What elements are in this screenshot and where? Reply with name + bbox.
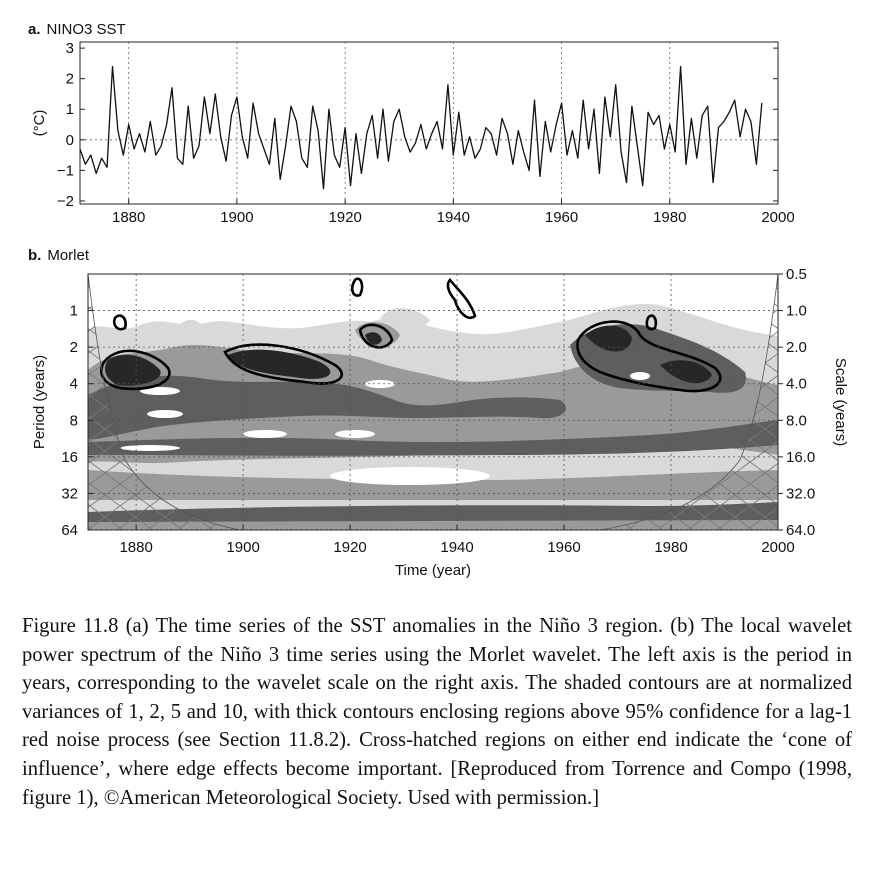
panel-a: a. NINO3 SST (°C) 1880 1900 1920 1940 1960 198…: [28, 21, 795, 226]
contour-hole: [330, 467, 490, 485]
nino3-sst-line: [80, 65, 763, 190]
contour-holes: [120, 372, 650, 485]
panel-b-scale-tick-label: 4.0: [786, 376, 807, 393]
panel-b: b. Morlet: [28, 247, 849, 579]
contour-hole: [243, 430, 287, 438]
contour-level-10-region: [228, 349, 331, 379]
panel-a-xtick-label: 2000: [761, 209, 794, 226]
panel-b-ticks: 1880 1900 1920 1940 1960 1980 2000 1 2 4 8 16 32 64 0.…: [61, 266, 815, 556]
panel-b-period-tick-label: 4: [70, 376, 78, 393]
contour-level-5-region: [88, 420, 778, 456]
panel-b-xtick-label: 1920: [333, 539, 366, 556]
panel-a-xtick-label: 1880: [112, 209, 145, 226]
significance-contour: [112, 314, 127, 331]
panel-a-ticks: 1880 1900 1920 1940 1960 1980 2000 −2 −1 0 1 2 3: [57, 40, 795, 226]
panel-b-period-tick-label: 1: [70, 303, 78, 320]
contour-hole: [147, 410, 183, 418]
figure-caption: Figure 11.8 (a) The time series of the S…: [22, 615, 852, 809]
panel-b-period-tick-label: 64: [61, 522, 78, 539]
panel-b-xlabel: Time (year): [395, 562, 471, 579]
contour-level-1-region: [380, 308, 430, 329]
panel-b-scale-tick-label: 1.0: [786, 303, 807, 320]
contour-level-10: [105, 325, 712, 386]
panel-b-ylabel-left: Period (years): [31, 355, 48, 449]
panel-a-xtick-label: 1960: [545, 209, 578, 226]
significance-contour: [645, 314, 658, 331]
panel-b-xtick-label: 2000: [761, 539, 794, 556]
panel-a-label: a. NINO3 SST: [28, 21, 126, 38]
contour-level-10-region: [365, 332, 382, 345]
contour-hole: [140, 387, 180, 395]
contour-level-2-region: [88, 470, 778, 500]
significance-contour: [576, 320, 722, 393]
panel-a-ytick-label: 3: [66, 40, 74, 57]
panel-a-xtick-label: 1920: [328, 209, 361, 226]
panel-a-ytick-label: 1: [66, 101, 74, 118]
panel-a-grid: [80, 42, 778, 204]
panel-b-scale-tick-label: 0.5: [786, 266, 807, 283]
panel-a-ytick-label: −2: [57, 193, 74, 210]
contour-level-10-region: [585, 325, 632, 352]
panel-b-scale-tick-label: 32.0: [786, 485, 815, 502]
contour-hole: [120, 445, 180, 451]
panel-b-period-tick-label: 32: [61, 485, 78, 502]
contour-level-10-region: [660, 360, 712, 384]
panel-b-period-tick-label: 8: [70, 412, 78, 429]
contour-level-10-region: [105, 354, 161, 386]
significance-contour: [100, 349, 171, 391]
panel-b-xtick-label: 1960: [547, 539, 580, 556]
panel-b-scale-tick-label: 2.0: [786, 339, 807, 356]
panel-b-period-tick-label: 16: [61, 449, 78, 466]
panel-b-scale-tick-label: 64.0: [786, 522, 815, 539]
figure: a. NINO3 SST (°C) 1880 1900 1920 1940 1960 198…: [28, 21, 849, 579]
contour-level-1-region: [175, 319, 205, 330]
panel-a-ytick-label: −1: [57, 162, 74, 179]
contour-level-5-region: [88, 502, 778, 522]
cone-of-influence-right: [599, 274, 778, 530]
significance-contour: [358, 323, 394, 349]
wavelet-power-contours: [88, 274, 778, 530]
panel-b-scale-tick-label: 16.0: [786, 449, 815, 466]
panel-b-period-tick-label: 2: [70, 339, 78, 356]
panel-b-xtick-label: 1980: [654, 539, 687, 556]
panel-a-ytick-label: 2: [66, 71, 74, 88]
significance-contour: [350, 277, 364, 297]
panel-a-series: [80, 65, 763, 190]
panel-b-scale-tick-label: 8.0: [786, 412, 807, 429]
cone-of-influence-left: [88, 274, 241, 530]
panel-a-xtick-label: 1940: [437, 209, 470, 226]
panel-b-grid: [88, 274, 778, 531]
panel-b-xtick-label: 1940: [440, 539, 473, 556]
significance-contour: [446, 278, 477, 320]
panel-a-frame: [79, 41, 779, 205]
panel-a-ytick-label: 0: [66, 132, 74, 149]
panel-a-xtick-label: 1980: [653, 209, 686, 226]
panel-b-xtick-label: 1900: [226, 539, 259, 556]
panel-a-xtick-label: 1900: [220, 209, 253, 226]
panel-b-ylabel-right: Scale (years): [832, 358, 849, 446]
panel-b-label: b. Morlet: [28, 247, 90, 264]
panel-a-ylabel: (°C): [31, 110, 48, 137]
contour-hole: [335, 430, 375, 438]
contour-level-5-region: [88, 375, 567, 440]
panel-b-xtick-label: 1880: [119, 539, 152, 556]
significance-contour: [223, 343, 343, 385]
contour-hole: [630, 372, 650, 380]
significance-contours: [100, 277, 722, 393]
